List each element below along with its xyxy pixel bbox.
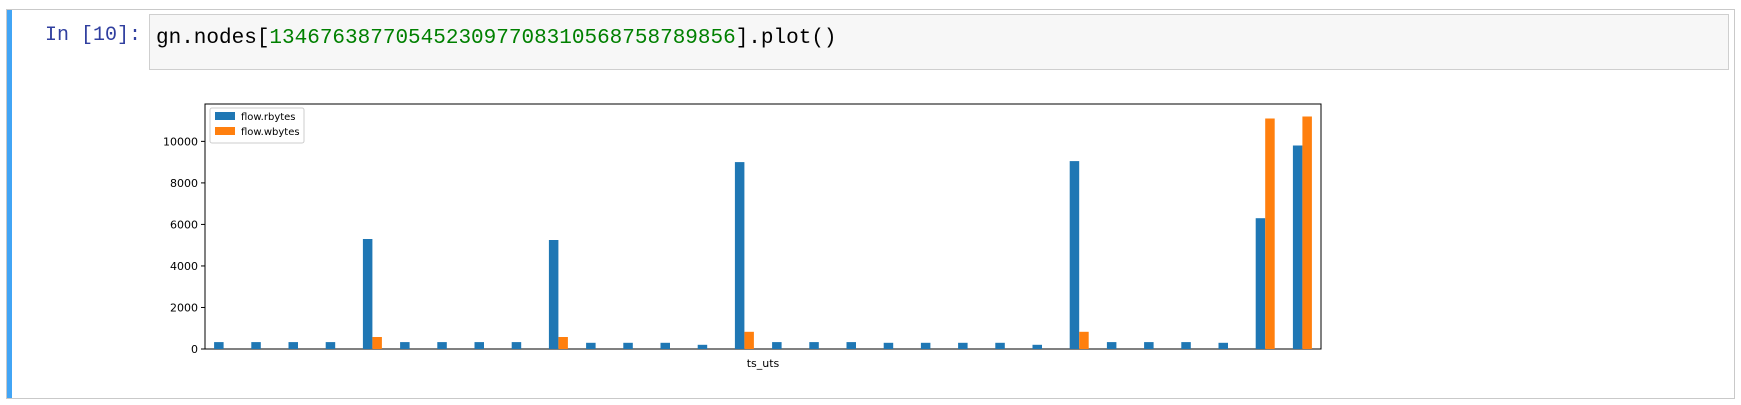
legend: flow.rbytes flow.wbytes (209, 107, 305, 144)
bar-rbytes (548, 240, 559, 349)
code-suffix: ].plot() (735, 27, 837, 50)
y-tick-label: 4000 (170, 260, 198, 273)
bar-rbytes (1144, 342, 1154, 349)
bar-chart: 0 2000 4000 6000 8000 10000 ts_uts flow.rbyte… (163, 103, 1322, 370)
y-tick-label: 0 (191, 343, 198, 356)
y-tick-label: 6000 (170, 218, 198, 231)
code-line[interactable]: gn.nodes[1346763877054523097708310568758… (156, 26, 837, 52)
bar-rbytes (846, 342, 856, 349)
bar-rbytes (660, 342, 670, 349)
notebook-cell[interactable]: In [10]: gn.nodes[1346763877054523097708… (6, 9, 1735, 399)
bar-rbytes (697, 344, 708, 349)
bar-rbytes (251, 342, 261, 349)
legend-swatch-rbytes (215, 112, 235, 120)
bars-group (214, 116, 1312, 349)
output-area: 0 2000 4000 6000 8000 10000 ts_uts flow.rbyte… (7, 78, 1407, 378)
bar-rbytes (362, 239, 373, 349)
bar-wbytes (1079, 331, 1089, 349)
bar-rbytes (214, 342, 224, 349)
bar-rbytes (1218, 342, 1228, 349)
bar-rbytes (809, 342, 819, 349)
code-input-area[interactable]: gn.nodes[1346763877054523097708310568758… (149, 14, 1729, 70)
x-axis-label: ts_uts (747, 357, 780, 370)
bar-wbytes (1265, 118, 1275, 349)
bar-wbytes (744, 331, 754, 349)
bar-rbytes (1106, 342, 1117, 349)
bar-rbytes (883, 342, 894, 349)
bar-rbytes (734, 162, 745, 349)
bar-rbytes (623, 342, 633, 349)
y-tick-label: 8000 (170, 177, 198, 190)
cell-selection-bar (7, 10, 12, 398)
bar-rbytes (958, 342, 968, 349)
plot-area-frame (204, 103, 1322, 350)
bar-rbytes (288, 342, 298, 349)
bar-wbytes (372, 337, 382, 349)
y-tick-label: 10000 (163, 135, 198, 148)
bar-wbytes (558, 337, 568, 349)
input-prompt: In [10]: (45, 24, 142, 47)
bar-rbytes (511, 342, 522, 349)
legend-swatch-wbytes (215, 127, 235, 135)
y-axis-ticks: 0 2000 4000 6000 8000 10000 (163, 135, 205, 356)
bar-rbytes (325, 342, 336, 349)
bar-rbytes (400, 342, 410, 349)
bar-rbytes (474, 342, 484, 349)
bar-rbytes (995, 342, 1005, 349)
bar-rbytes (586, 342, 596, 349)
y-tick-label: 2000 (170, 301, 198, 314)
bar-wbytes (1302, 116, 1312, 349)
bar-rbytes (1032, 344, 1042, 349)
legend-label-wbytes: flow.wbytes (241, 127, 300, 138)
bar-rbytes (772, 342, 782, 349)
code-number-literal: 1346763877054523097708310568758789856 (269, 27, 736, 50)
legend-label-rbytes: flow.rbytes (241, 112, 296, 123)
bar-rbytes (1069, 161, 1080, 349)
bar-rbytes (920, 342, 931, 349)
code-prefix: gn.nodes[ (156, 27, 270, 50)
bar-rbytes (1181, 342, 1191, 349)
bar-rbytes (1255, 218, 1266, 349)
bar-rbytes (1292, 145, 1303, 349)
bar-rbytes (437, 342, 447, 349)
